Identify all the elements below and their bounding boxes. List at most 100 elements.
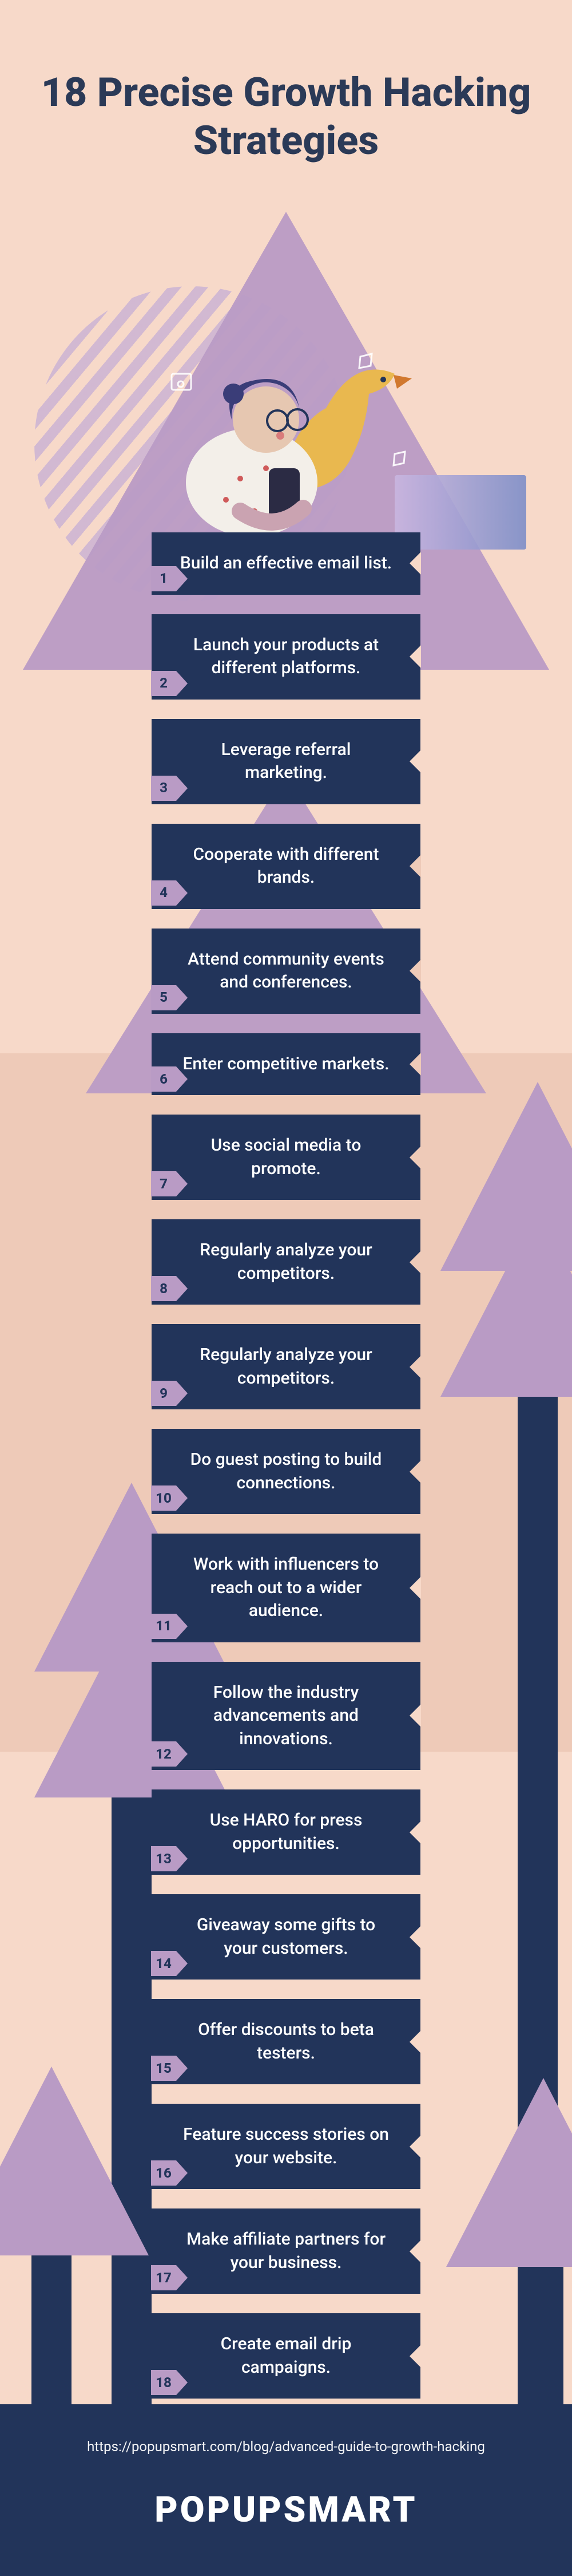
- strategy-text: Use social media to promote.: [211, 1135, 362, 1179]
- strategy-list: Build an effective email list.1 Launch yo…: [152, 532, 420, 2418]
- strategy-text: Work with influencers to reach out to a …: [193, 1554, 379, 1621]
- tree-trunk: [31, 2233, 72, 2404]
- strategy-number-tab: 8: [151, 1276, 188, 1301]
- strategy-text: Offer discounts to beta testers.: [198, 2020, 374, 2063]
- tab-arrow-icon: [176, 985, 188, 1010]
- strategy-number-tab: 1: [151, 566, 188, 591]
- strategy-text: Create email drip campaigns.: [221, 2334, 352, 2377]
- strategy-text: Use HARO for press opportunities.: [210, 1810, 363, 1854]
- strategy-number: 15: [151, 2056, 176, 2081]
- tree-crown: [440, 1082, 572, 1271]
- tab-arrow-icon: [176, 1951, 188, 1976]
- strategy-number: 11: [151, 1614, 176, 1639]
- strategy-item: Do guest posting to build connections.10: [152, 1429, 420, 1514]
- strategy-number: 4: [151, 880, 176, 906]
- strategy-text: Launch your products at different platfo…: [193, 635, 379, 678]
- strategy-text: Follow the industry advancements and inn…: [213, 1682, 359, 1749]
- strategy-item: Use HARO for press opportunities. 13: [152, 1789, 420, 1875]
- tab-arrow-icon: [176, 1171, 188, 1196]
- strategy-number: 1: [151, 566, 176, 591]
- strategy-text: Make affiliate partners for your busines…: [186, 2229, 386, 2273]
- strategy-number-tab: 12: [151, 1741, 188, 1767]
- strategy-item: Giveaway some gifts to your customers. 14: [152, 1894, 420, 1980]
- infographic-canvas: 18 Precise Growth Hacking Strategies: [0, 0, 572, 2576]
- strategy-text: Attend community events and conferences.: [188, 949, 384, 993]
- strategy-item: Cooperate with different brands. 4: [152, 824, 420, 909]
- strategy-text: Do guest posting to build connections.: [190, 1449, 382, 1493]
- strategy-item: Enter competitive markets. 6: [152, 1033, 420, 1096]
- strategy-number-tab: 7: [151, 1171, 188, 1196]
- strategy-text: Cooperate with different brands.: [193, 844, 379, 888]
- strategy-item: Make affiliate partners for your busines…: [152, 2208, 420, 2294]
- strategy-number: 7: [151, 1171, 176, 1196]
- strategy-item: Create email drip campaigns. 18: [152, 2313, 420, 2399]
- strategy-number: 16: [151, 2160, 176, 2186]
- tree-trunk: [523, 2244, 563, 2404]
- strategy-number-tab: 2: [151, 671, 188, 696]
- strategy-number: 2: [151, 671, 176, 696]
- strategy-text: Enter competitive markets.: [182, 1054, 389, 1074]
- tree-crown: [0, 2067, 149, 2255]
- strategy-number: 12: [151, 1741, 176, 1767]
- strategy-number: 3: [151, 776, 176, 801]
- strategy-item: Regularly analyze your competitors. 8: [152, 1219, 420, 1305]
- strategy-number-tab: 11: [151, 1614, 188, 1639]
- tree-decor: [0, 2026, 149, 2404]
- strategy-text: Build an effective email list.: [180, 553, 392, 573]
- strategy-item: Use social media to promote. 7: [152, 1115, 420, 1200]
- strategy-text: Feature success stories on your website.: [183, 2124, 389, 2168]
- strategy-number-tab: 13: [151, 1846, 188, 1871]
- footer-brand: POPUPSMART: [0, 2455, 572, 2531]
- strategy-number: 6: [151, 1066, 176, 1092]
- tab-arrow-icon: [176, 1066, 188, 1092]
- strategy-item: Follow the industry advancements and inn…: [152, 1662, 420, 1771]
- tab-arrow-icon: [176, 1846, 188, 1871]
- tab-arrow-icon: [176, 2056, 188, 2081]
- tree-decor: [446, 2038, 572, 2404]
- person-goose-illustration: [154, 339, 418, 534]
- strategy-number-tab: 18: [151, 2370, 188, 2395]
- strategy-item: Attend community events and conferences.…: [152, 929, 420, 1014]
- tab-arrow-icon: [176, 880, 188, 906]
- tab-arrow-icon: [176, 2370, 188, 2395]
- tab-arrow-icon: [176, 1741, 188, 1767]
- tab-arrow-icon: [176, 1485, 188, 1511]
- strategy-number: 14: [151, 1951, 176, 1976]
- tab-arrow-icon: [176, 1381, 188, 1406]
- strategy-item: Regularly analyze your competitors. 9: [152, 1324, 420, 1409]
- strategy-item: Launch your products at different platfo…: [152, 614, 420, 700]
- strategy-number-tab: 15: [151, 2056, 188, 2081]
- strategy-number-tab: 6: [151, 1066, 188, 1092]
- strategy-text: Regularly analyze your competitors.: [200, 1345, 372, 1388]
- strategy-number: 13: [151, 1846, 176, 1871]
- strategy-number-tab: 10: [151, 1485, 188, 1511]
- strategy-text: Giveaway some gifts to your customers.: [197, 1915, 375, 1958]
- tab-arrow-icon: [176, 671, 188, 696]
- footer: https://popupsmart.com/blog/advanced-gui…: [0, 2404, 572, 2576]
- tab-arrow-icon: [176, 776, 188, 801]
- strategy-text: Regularly analyze your competitors.: [200, 1240, 372, 1283]
- strategy-number: 18: [151, 2370, 176, 2395]
- strategy-number-tab: 14: [151, 1951, 188, 1976]
- strategy-text: Leverage referral marketing.: [221, 740, 351, 783]
- strategy-number-tab: 3: [151, 776, 188, 801]
- strategy-item: Work with influencers to reach out to a …: [152, 1534, 420, 1642]
- strategy-number: 5: [151, 985, 176, 1010]
- tree-crown: [446, 2078, 572, 2267]
- strategy-item: Build an effective email list.1: [152, 532, 420, 595]
- strategy-number-tab: 17: [151, 2265, 188, 2290]
- page-title: 18 Precise Growth Hacking Strategies: [0, 69, 572, 165]
- strategy-number-tab: 4: [151, 880, 188, 906]
- strategy-item: Feature success stories on your website.…: [152, 2104, 420, 2189]
- tab-arrow-icon: [176, 1614, 188, 1639]
- footer-url: https://popupsmart.com/blog/advanced-gui…: [0, 2404, 572, 2455]
- strategy-number: 8: [151, 1276, 176, 1301]
- strategy-number-tab: 16: [151, 2160, 188, 2186]
- tab-arrow-icon: [176, 2160, 188, 2186]
- strategy-item: Leverage referral marketing. 3: [152, 719, 420, 804]
- strategy-number: 17: [151, 2265, 176, 2290]
- strategy-number-tab: 5: [151, 985, 188, 1010]
- tab-arrow-icon: [176, 1276, 188, 1301]
- strategy-number-tab: 9: [151, 1381, 188, 1406]
- strategy-number: 9: [151, 1381, 176, 1406]
